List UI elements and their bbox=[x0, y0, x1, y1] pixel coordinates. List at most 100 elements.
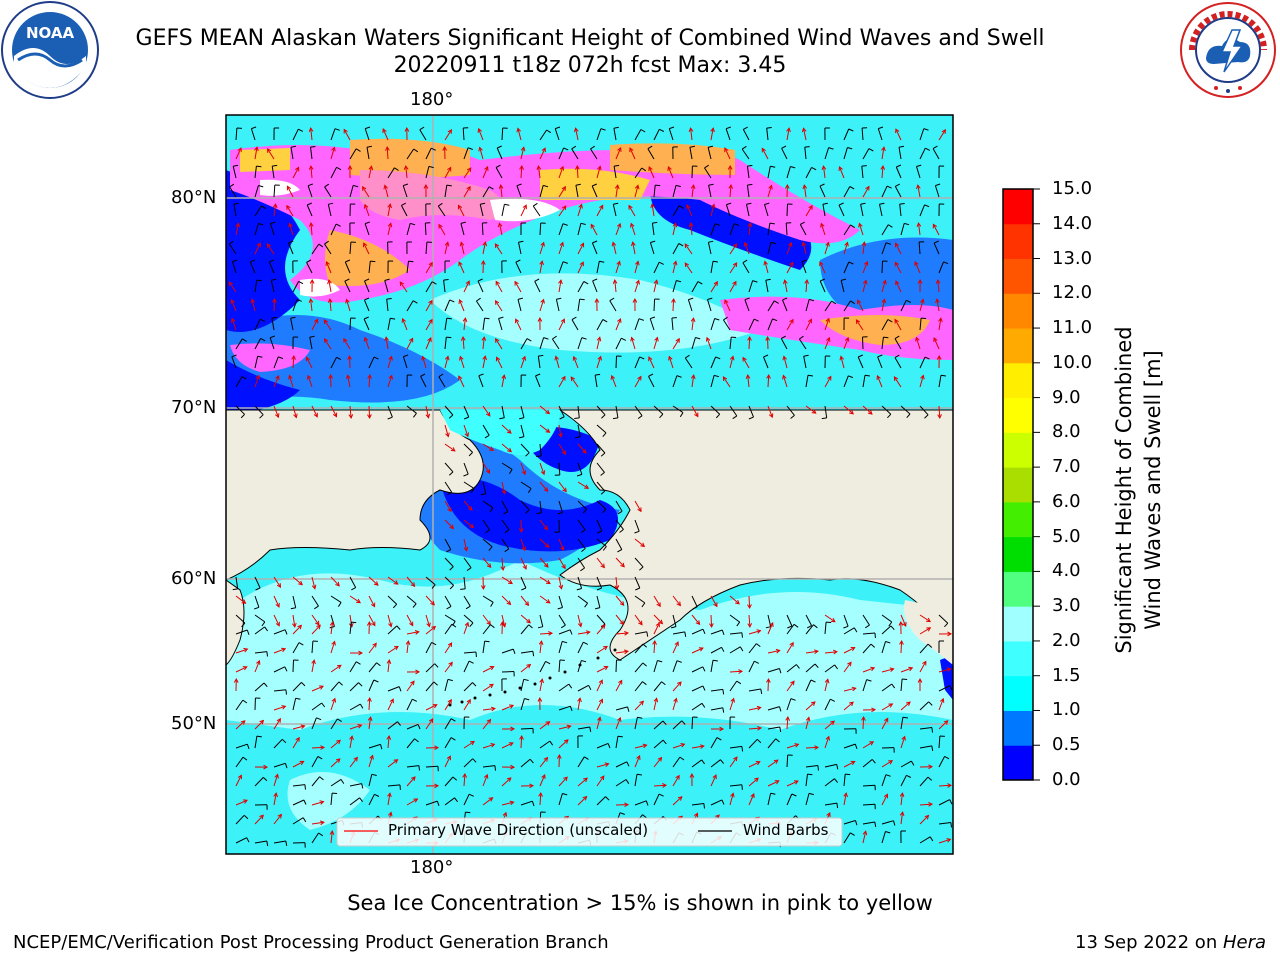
wave-direction-arrowhead bbox=[786, 127, 791, 133]
wave-direction-arrow bbox=[402, 318, 408, 331]
wave-direction-arrowhead bbox=[672, 222, 678, 228]
wind-barb bbox=[482, 595, 494, 603]
wave-direction-arrow bbox=[482, 462, 491, 474]
wind-barb-feather bbox=[241, 622, 246, 628]
wave-direction-arrow bbox=[919, 815, 929, 825]
wave-direction-arrowhead bbox=[563, 739, 569, 744]
wind-barb bbox=[520, 500, 530, 511]
wave-direction-arrowhead bbox=[486, 718, 492, 724]
wave-direction-arrow bbox=[292, 737, 300, 749]
wave-direction-arrow bbox=[235, 595, 246, 604]
wave-direction-arrowhead bbox=[871, 707, 877, 713]
wave-direction-arrowhead bbox=[256, 659, 261, 665]
wind-barb bbox=[596, 424, 607, 434]
wave-direction-arrow bbox=[668, 356, 674, 369]
wind-barb bbox=[786, 614, 793, 627]
wind-barb-feather bbox=[670, 626, 677, 629]
wind-barb-feather bbox=[928, 701, 933, 706]
wave-direction-arrow bbox=[539, 792, 542, 806]
wind-barb-feather bbox=[888, 621, 893, 627]
wave-direction-arrowhead bbox=[905, 701, 911, 706]
wind-barb bbox=[539, 661, 547, 673]
wind-barb-feather bbox=[232, 588, 238, 591]
wind-barb-feather bbox=[314, 605, 319, 610]
wind-barb-feather bbox=[650, 240, 656, 243]
wave-direction-arrowhead bbox=[510, 764, 516, 770]
wave-direction-arrowhead bbox=[384, 336, 389, 342]
wind-barb-feather bbox=[328, 202, 334, 205]
wave-direction-arrow bbox=[805, 405, 816, 414]
wave-direction-arrowhead bbox=[932, 223, 937, 229]
wave-direction-arrowhead bbox=[448, 661, 453, 667]
colorbar-band bbox=[1003, 397, 1033, 433]
wind-barb bbox=[591, 185, 598, 198]
wave-direction-arrow bbox=[458, 375, 465, 388]
wind-barb bbox=[273, 689, 286, 692]
wind-barb bbox=[444, 318, 448, 331]
wind-barb-feather bbox=[602, 319, 608, 323]
wave-direction-arrowhead bbox=[494, 300, 500, 305]
wave-band-medium bbox=[820, 237, 953, 320]
wave-direction-arrow bbox=[368, 576, 379, 586]
wind-barb-feather bbox=[652, 221, 658, 224]
wind-barb bbox=[900, 717, 904, 730]
wave-direction-arrowhead bbox=[426, 622, 431, 628]
sea-ice-note: Sea Ice Concentration > 15% is shown in … bbox=[347, 891, 933, 915]
wind-barb bbox=[746, 185, 750, 198]
wave-direction-arrowhead bbox=[237, 774, 242, 780]
wind-barb bbox=[231, 356, 237, 369]
wave-direction-arrow bbox=[748, 761, 761, 768]
aleutian-islands bbox=[448, 648, 617, 707]
wave-direction-arrow bbox=[368, 595, 376, 607]
colorbar-tick-label: 0.0 bbox=[1052, 769, 1081, 790]
wave-direction-arrowhead bbox=[757, 725, 763, 731]
wave-direction-arrowhead bbox=[926, 617, 931, 623]
wind-barb-feather bbox=[414, 738, 419, 743]
wave-direction-arrow bbox=[824, 337, 830, 350]
wind-barb bbox=[615, 659, 617, 673]
wave-direction-arrow bbox=[501, 742, 514, 749]
wind-barb bbox=[577, 500, 587, 510]
wave-band-low bbox=[940, 655, 953, 700]
wave-direction-arrow bbox=[406, 338, 414, 350]
wind-barb-feather bbox=[916, 164, 922, 167]
wind-barb-feather bbox=[887, 413, 892, 419]
wind-barb bbox=[349, 682, 359, 692]
wind-barb-feather bbox=[562, 223, 568, 226]
wind-barb-feather bbox=[799, 335, 804, 340]
wind-barb-feather bbox=[301, 682, 306, 687]
wind-barb-feather bbox=[390, 317, 396, 320]
wave-direction-arrow bbox=[767, 759, 779, 768]
wind-barb-feather bbox=[488, 186, 494, 190]
wave-direction-arrowhead bbox=[288, 374, 293, 380]
wave-direction-arrowhead bbox=[242, 666, 248, 671]
wind-barb bbox=[515, 261, 522, 274]
map-legend bbox=[336, 817, 843, 847]
wind-barb bbox=[330, 128, 336, 141]
wave-direction-arrowhead bbox=[323, 319, 329, 325]
wave-direction-arrowhead bbox=[371, 621, 376, 627]
wind-barb-feather bbox=[546, 129, 552, 134]
wave-direction-arrowhead bbox=[612, 279, 618, 284]
wave-direction-arrowhead bbox=[331, 146, 336, 152]
wave-direction-arrowhead bbox=[315, 620, 320, 626]
legend-wave-label: Primary Wave Direction (unscaled) bbox=[388, 821, 649, 839]
wind-barb-feather bbox=[765, 278, 771, 281]
wave-direction-arrow bbox=[349, 595, 361, 604]
wind-barb bbox=[653, 298, 656, 312]
wind-barb-feather bbox=[271, 278, 277, 281]
wave-direction-arrowhead bbox=[490, 743, 496, 748]
colorbar-band bbox=[1003, 362, 1033, 399]
wave-direction-arrow bbox=[328, 280, 332, 293]
wave-direction-arrow bbox=[349, 614, 353, 627]
wind-barb bbox=[804, 147, 807, 160]
wind-barb-feather bbox=[621, 337, 627, 341]
wave-direction-arrow bbox=[648, 166, 655, 179]
wave-direction-arrowhead bbox=[507, 447, 513, 453]
wave-direction-arrow bbox=[364, 204, 370, 217]
wind-barb-feather bbox=[518, 240, 524, 243]
wind-barb-feather bbox=[858, 354, 863, 358]
wind-barb bbox=[634, 167, 643, 179]
nws-logo bbox=[1178, 0, 1278, 100]
wave-direction-arrowhead bbox=[888, 703, 894, 708]
